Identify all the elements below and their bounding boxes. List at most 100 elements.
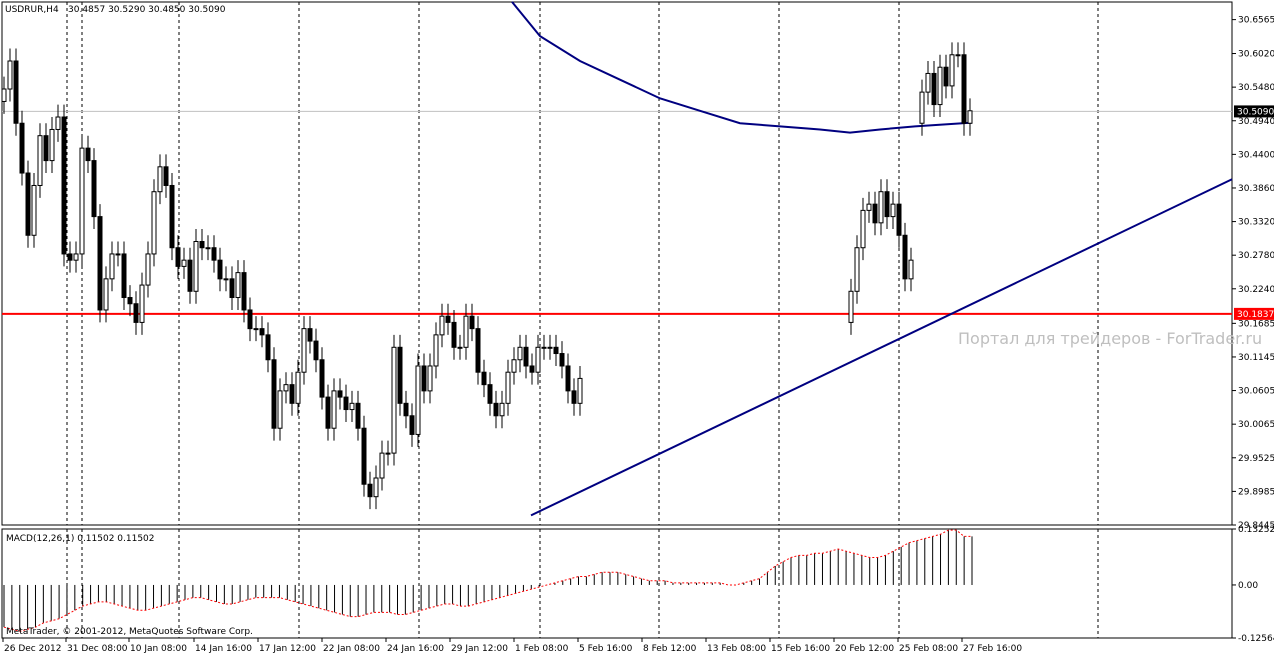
candle-body <box>229 278 235 299</box>
candle-body <box>343 396 349 411</box>
candle-body <box>854 247 860 292</box>
candle-body <box>529 365 535 373</box>
candle-body <box>13 60 19 124</box>
moving-average-line <box>511 1 973 134</box>
candle-body <box>535 346 541 373</box>
candle-body <box>949 54 955 87</box>
candle-body <box>205 247 211 250</box>
price-tick-label: 30.1685 <box>1238 319 1274 329</box>
candle-body <box>884 191 890 218</box>
candle-body <box>373 477 379 498</box>
candle-body <box>181 259 187 267</box>
current-price-tag <box>1234 105 1274 118</box>
price-tick-label: 30.1145 <box>1238 353 1274 363</box>
candle-body <box>247 309 253 330</box>
candle-body <box>391 346 397 454</box>
candle-body <box>902 234 908 280</box>
chart-frame <box>1 1 1233 639</box>
hline-price-tag <box>1234 307 1274 320</box>
time-tick-label: 20 Feb 12:00 <box>835 644 894 654</box>
candle-body <box>151 191 157 255</box>
time-tick-label: 22 Jan 08:00 <box>323 644 380 654</box>
candle-body <box>565 365 571 392</box>
candle-body <box>271 359 277 429</box>
candle-body <box>931 72 937 106</box>
candle-body <box>25 172 31 236</box>
candle-body <box>457 346 463 349</box>
candle-body <box>7 60 13 90</box>
candle-body <box>97 216 103 311</box>
candle-body <box>295 371 301 404</box>
candle-body <box>49 128 55 162</box>
price-tick-label: 29.8985 <box>1238 487 1274 497</box>
candle-body <box>55 116 61 130</box>
ma-curve <box>511 1 973 134</box>
candle-body <box>301 328 307 373</box>
macd-signal-line <box>3 529 972 632</box>
candle-body <box>91 160 97 218</box>
candle-body <box>169 184 175 249</box>
candle-body <box>313 340 319 361</box>
time-tick-label: 31 Dec 08:00 <box>67 644 128 654</box>
candle-body <box>319 359 325 398</box>
time-tick-label: 26 Dec 2012 <box>4 644 62 654</box>
candle-body <box>199 240 205 249</box>
price-tick-label: 30.2780 <box>1238 251 1274 261</box>
candle-body <box>385 452 391 455</box>
candle-body <box>289 384 295 404</box>
candle-body <box>325 396 331 429</box>
candle-body <box>848 290 854 323</box>
price-tick-label: 30.4940 <box>1238 117 1274 127</box>
candle-body <box>493 402 499 417</box>
candle-body <box>31 184 37 236</box>
candle-body <box>451 321 457 348</box>
candle-body <box>571 390 577 404</box>
price-tick-label: 30.3320 <box>1238 218 1274 228</box>
price-tick-label: 30.4400 <box>1238 150 1274 160</box>
candle-body <box>967 110 973 124</box>
candle-body <box>127 297 133 305</box>
candle-body <box>547 346 553 349</box>
time-tick-label: 17 Jan 12:00 <box>259 644 316 654</box>
candle-body <box>73 253 79 261</box>
candle-body <box>517 346 523 361</box>
candle-body <box>397 346 403 404</box>
time-axis: 26 Dec 2012 31 Dec 08:00 10 Jan 08:00 14 Ja… <box>2 638 1022 654</box>
candle-body <box>896 203 902 236</box>
copyright-label: MetaTrader, © 2001-2012, MetaQuotes Soft… <box>6 627 253 637</box>
candle-body <box>421 365 427 392</box>
candle-body <box>523 346 529 367</box>
time-tick-label: 8 Feb 12:00 <box>643 644 697 654</box>
price-tick-label: 30.0605 <box>1238 387 1274 397</box>
candle-body <box>367 483 373 498</box>
hline-price-value: 30.1837 <box>1237 310 1274 320</box>
candle-body <box>145 253 151 286</box>
candle-body <box>415 365 421 435</box>
candle-body <box>43 135 49 162</box>
candle-body <box>1 88 7 102</box>
candle-body <box>943 66 949 87</box>
candle-body <box>253 328 259 331</box>
time-tick-label: 13 Feb 08:00 <box>707 644 766 654</box>
candle-body <box>265 334 271 361</box>
candle-body <box>79 147 85 255</box>
candle-body <box>175 247 181 267</box>
candle-body <box>61 116 67 255</box>
candle-body <box>860 209 866 249</box>
candle-body <box>553 346 559 355</box>
candle-body <box>349 402 355 411</box>
candle-body <box>361 427 367 485</box>
price-tick-label: 30.0065 <box>1238 420 1274 430</box>
symbol-label: USDRUR,H4 <box>5 5 59 15</box>
time-tick-label: 27 Feb 16:00 <box>963 644 1022 654</box>
watermark: Портал для трейдеров - ForTrader.ru <box>958 329 1262 348</box>
macd-histogram <box>3 529 973 632</box>
time-tick-label: 15 Feb 16:00 <box>771 644 830 654</box>
time-tick-label: 14 Jan 16:00 <box>195 644 252 654</box>
candle-body <box>235 272 241 299</box>
trendline[interactable] <box>530 178 1233 517</box>
candle-body <box>559 353 565 367</box>
candle-body <box>379 452 385 479</box>
macd-panel-border <box>1 528 1233 639</box>
